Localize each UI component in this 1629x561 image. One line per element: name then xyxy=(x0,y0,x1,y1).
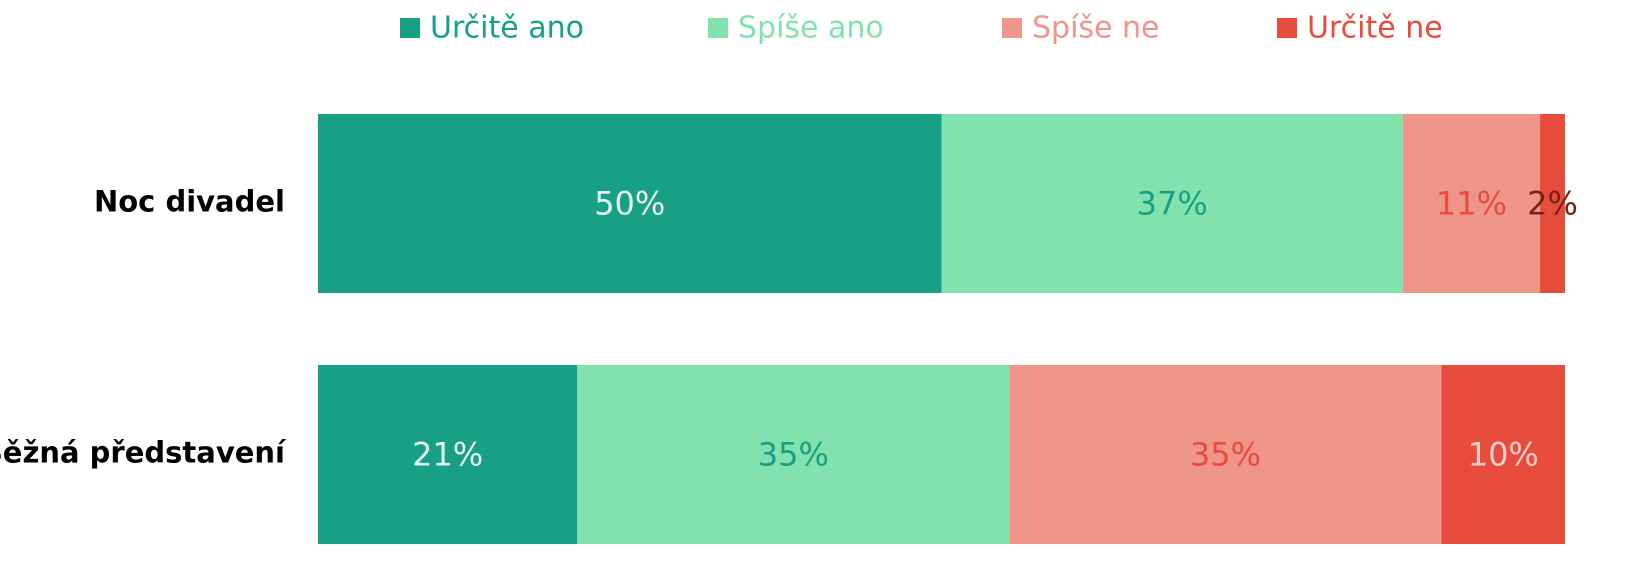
bar-segment xyxy=(1540,114,1565,293)
bar-segment xyxy=(577,365,1010,544)
value-label: 35% xyxy=(1190,436,1261,474)
bar-segment xyxy=(1402,114,1541,293)
legend-swatch xyxy=(1277,18,1297,38)
value-label: 37% xyxy=(1137,185,1208,223)
bar-segment xyxy=(941,114,1403,293)
value-label: 35% xyxy=(758,436,829,474)
category-label: Běžná představení xyxy=(0,436,287,470)
legend-label: Spíše ne xyxy=(1032,11,1160,46)
value-label: 10% xyxy=(1468,436,1539,474)
legend-label: Určitě ne xyxy=(1307,11,1443,46)
bar-segment xyxy=(318,114,942,293)
value-label: 2% xyxy=(1527,185,1578,223)
legend-label: Spíše ano xyxy=(738,11,884,46)
legend-label: Určitě ano xyxy=(430,11,584,46)
bar-segment xyxy=(318,365,578,544)
bar-segment xyxy=(1009,365,1442,544)
legend-swatch xyxy=(400,18,420,38)
bar-segment xyxy=(1441,365,1565,544)
value-label: 21% xyxy=(412,436,483,474)
legend-swatch xyxy=(1002,18,1022,38)
value-label: 50% xyxy=(594,185,665,223)
value-label: 11% xyxy=(1436,185,1507,223)
legend-swatch xyxy=(708,18,728,38)
category-label: Noc divadel xyxy=(94,185,285,219)
